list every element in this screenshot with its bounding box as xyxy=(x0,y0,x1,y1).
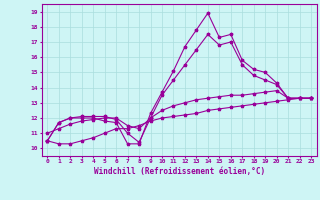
X-axis label: Windchill (Refroidissement éolien,°C): Windchill (Refroidissement éolien,°C) xyxy=(94,167,265,176)
